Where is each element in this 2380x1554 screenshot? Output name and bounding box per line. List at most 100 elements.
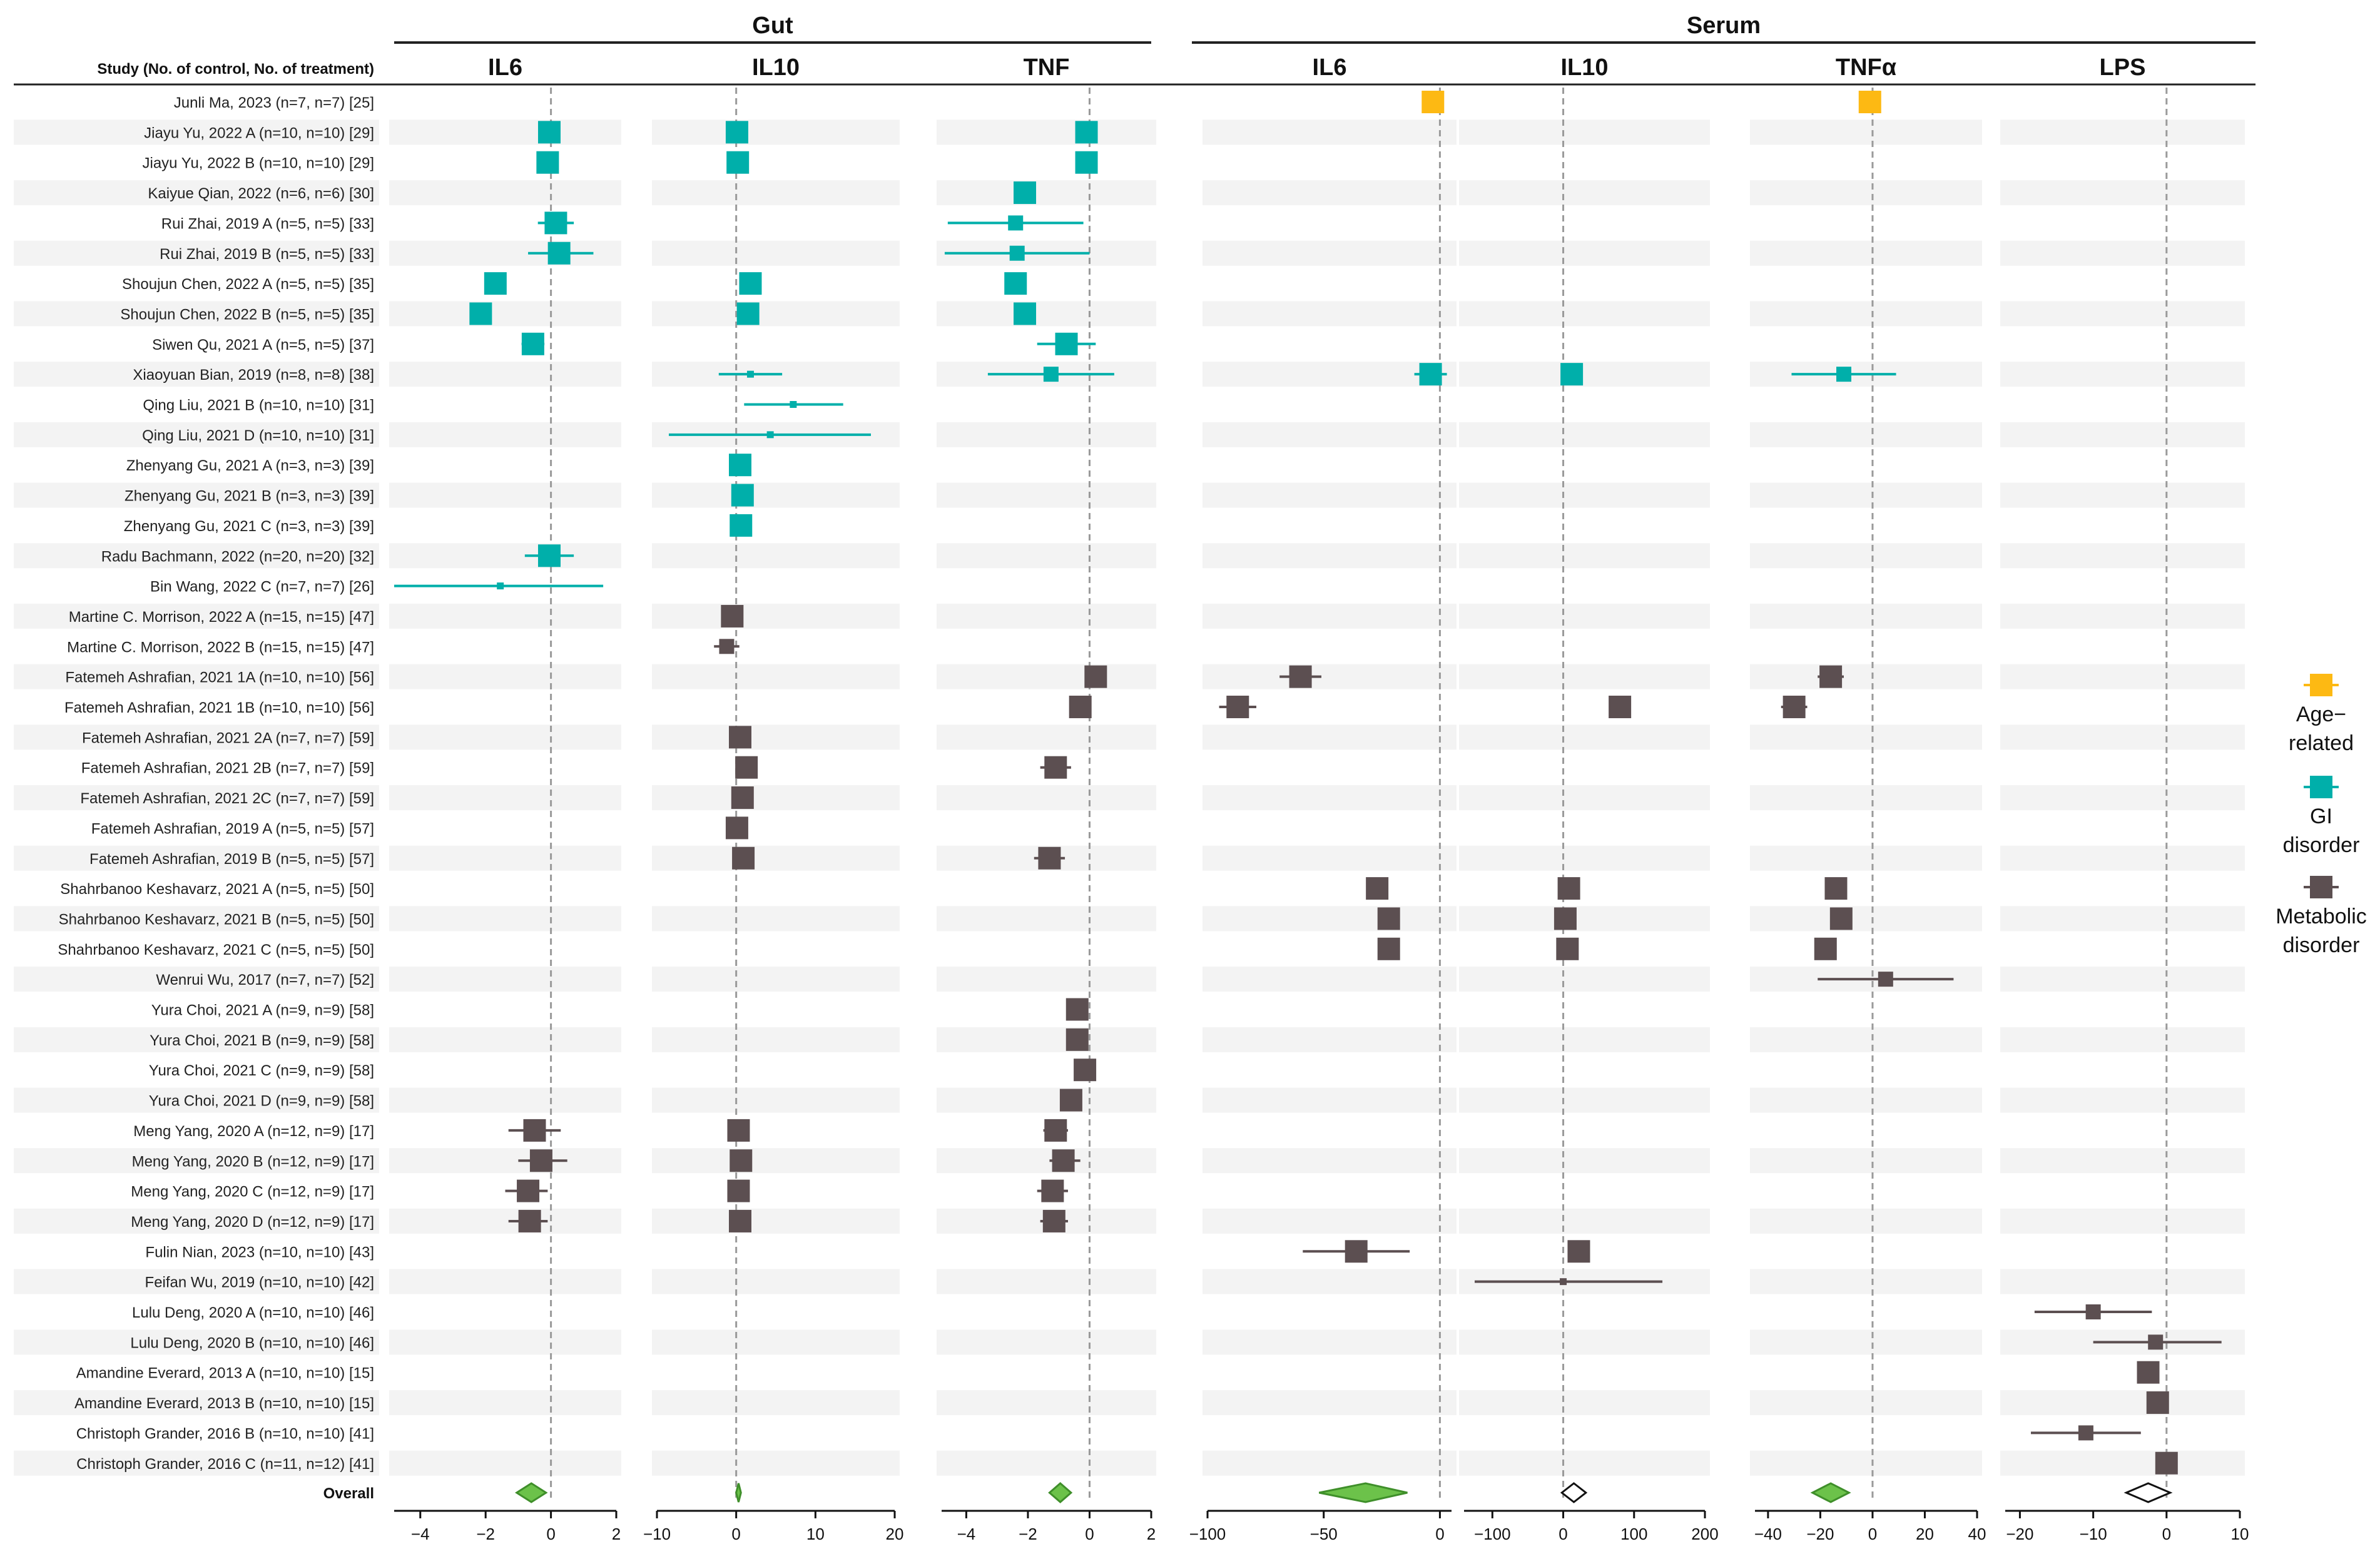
study-label: Kaiyue Qian, 2022 (n=6, n=6) [30] [148, 185, 374, 202]
study-label: Fatemeh Ashrafian, 2019 A (n=5, n=5) [57… [91, 820, 374, 837]
row-band [937, 724, 1156, 750]
study-label: Qing Liu, 2021 D (n=10, n=10) [31] [142, 427, 374, 444]
row-band [389, 603, 621, 629]
study-label: Amandine Everard, 2013 A (n=10, n=10) [1… [76, 1365, 374, 1382]
effect-square [1567, 1240, 1590, 1263]
row-band [14, 1087, 379, 1113]
row-band [1459, 1390, 1710, 1416]
effect-square [1038, 846, 1061, 870]
row-band [652, 1269, 900, 1294]
effect-square [2146, 1391, 2169, 1414]
row-band [1459, 362, 1710, 387]
effect-square [518, 1209, 541, 1232]
x-tick-label: 10 [2231, 1525, 2249, 1543]
study-labels: Junli Ma, 2023 (n=7, n=7) [25] Jiayu Yu, … [58, 94, 374, 1502]
row-band [1203, 119, 1457, 145]
study-label: Siwen Qu, 2021 A (n=5, n=5) [37] [152, 337, 374, 353]
panel-title: LPS [2100, 54, 2146, 81]
row-band [14, 362, 379, 387]
x-tick-label: −2 [1019, 1525, 1037, 1543]
effect-square [730, 1149, 753, 1172]
effect-square [1556, 937, 1579, 960]
row-band [389, 422, 621, 447]
row-band [389, 1269, 621, 1294]
row-band [1203, 906, 1457, 932]
row-band [2000, 180, 2245, 206]
effect-square [484, 272, 507, 295]
effect-square [1065, 998, 1089, 1021]
row-band [14, 301, 379, 327]
row-band [937, 906, 1156, 932]
effect-square [1014, 181, 1037, 205]
x-axes: −4 −2 0 2 −10 0 10 20 −4 −2 0 2 −100 −50 0 −100 0 100 200−… [394, 1510, 2249, 1543]
effect-square [726, 151, 750, 174]
row-band [2000, 1087, 2245, 1113]
row-band [14, 785, 379, 811]
row-band [1459, 785, 1710, 811]
effect-square [731, 786, 754, 810]
x-tick-label: −4 [957, 1525, 976, 1543]
row-band [1750, 1027, 1982, 1052]
study-label: Qing Liu, 2021 B (n=10, n=10) [31] [143, 397, 374, 414]
row-band [1750, 240, 1982, 266]
effect-square [2155, 1451, 2178, 1475]
row-band [14, 845, 379, 871]
study-label: Martine C. Morrison, 2022 A (n=15, n=15)… [69, 609, 374, 626]
row-band [2000, 301, 2245, 327]
row-band [2000, 664, 2245, 689]
row-band [1203, 1269, 1457, 1294]
row-band [1203, 1148, 1457, 1174]
row-band [1203, 664, 1457, 689]
row-band [1459, 967, 1710, 992]
row-band [937, 967, 1156, 992]
row-band [652, 785, 900, 811]
study-label: Shahrbanoo Keshavarz, 2021 B (n=5, n=5) … [59, 911, 374, 928]
panel-title: IL10 [752, 54, 800, 81]
row-band [652, 967, 900, 992]
row-band [1459, 422, 1710, 447]
study-label: Shoujun Chen, 2022 B (n=5, n=5) [35] [120, 306, 374, 323]
row-band [389, 1329, 621, 1355]
effect-square [739, 272, 762, 295]
row-band [1203, 180, 1457, 206]
row-band [1750, 1450, 1982, 1476]
row-band [1459, 1208, 1710, 1234]
row-band [1750, 1269, 1982, 1294]
row-band [1459, 1450, 1710, 1476]
study-label: Fatemeh Ashrafian, 2021 2B (n=7, n=7) [5… [81, 760, 374, 777]
row-band [937, 301, 1156, 327]
study-label: Junli Ma, 2023 (n=7, n=7) [25] [174, 94, 374, 111]
row-band [389, 1087, 621, 1113]
x-tick-label: 20 [1916, 1525, 1934, 1543]
row-band [937, 1027, 1156, 1052]
study-label: Xiaoyuan Bian, 2019 (n=8, n=8) [38] [133, 367, 374, 383]
effect-square [1858, 91, 1881, 113]
x-tick-label: 0 [1868, 1525, 1877, 1543]
row-band [2000, 1148, 2245, 1174]
row-band [2000, 362, 2245, 387]
study-label: Fatemeh Ashrafian, 2021 1B (n=10, n=10) … [64, 699, 374, 716]
effect-square [746, 370, 754, 378]
x-tick-label: −10 [2080, 1525, 2107, 1543]
study-label: Yura Choi, 2021 C (n=9, n=9) [58] [149, 1062, 374, 1079]
row-band [14, 1027, 379, 1052]
effect-square [736, 302, 760, 325]
row-band [14, 240, 379, 266]
row-band [652, 1027, 900, 1052]
row-band [1203, 362, 1457, 387]
effect-square [1609, 696, 1632, 718]
header: Gut Serum IL6 IL10 TNF IL6 IL10 TNFα LPS Study (N… [14, 13, 2255, 86]
effect-square [1041, 1179, 1064, 1202]
row-band [14, 543, 379, 569]
effect-square [1782, 696, 1806, 718]
row-band [937, 1269, 1156, 1294]
row-band [1750, 482, 1982, 508]
row-band [1203, 603, 1457, 629]
row-band [1750, 664, 1982, 689]
row-band [652, 1087, 900, 1113]
overall-diamond [1048, 1482, 1073, 1503]
study-label: Fatemeh Ashrafian, 2021 2C (n=7, n=7) [5… [80, 790, 374, 807]
row-band [1459, 724, 1710, 750]
row-band [1459, 1087, 1710, 1113]
study-label: Christoph Grander, 2016 C (n=11, n=12) [… [76, 1456, 374, 1473]
